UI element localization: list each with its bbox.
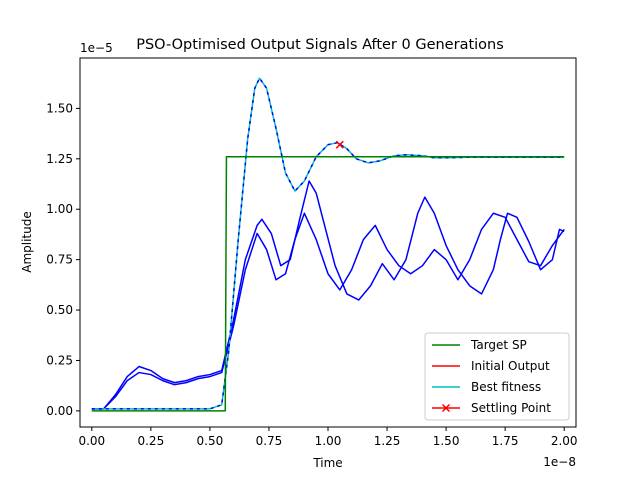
legend-label: Target SP	[470, 338, 527, 352]
legend-entry: Settling Point	[432, 401, 551, 415]
legend: Target SP Initial Output Best fitness Settl…	[424, 332, 570, 421]
x-tick-label: 1.00	[315, 434, 342, 448]
y-tick-label: 0.50	[46, 303, 73, 317]
x-axis-label: Time	[312, 456, 342, 470]
x-tick-label: 1.25	[374, 434, 401, 448]
y-axis-label: Amplitude	[20, 211, 34, 273]
series-line-best_fitness	[91, 77, 565, 410]
series-line-target_sp	[91, 156, 565, 412]
x-tick-label: 0.25	[137, 434, 164, 448]
legend-label: Initial Output	[471, 359, 550, 373]
y-tick-label: 0.75	[46, 253, 73, 267]
legend-entry: Target SP	[432, 338, 527, 352]
x-tick-label: 1.75	[492, 434, 519, 448]
x-offset-label: 1e−8	[543, 455, 576, 469]
series-line-blue_1	[91, 180, 565, 410]
settling-point-marker	[335, 140, 344, 149]
x-tick-label: 0.50	[197, 434, 224, 448]
settling-point-layer	[335, 140, 344, 149]
y-tick-label: 1.50	[46, 101, 73, 115]
series-layer	[91, 76, 565, 412]
y-axis-ticks: 0.00 0.25 0.50 0.75 1.00 1.25 1.50	[46, 101, 80, 418]
y-tick-label: 1.25	[46, 152, 73, 166]
chart-title: PSO-Optimised Output Signals After 0 Gen…	[136, 37, 504, 53]
x-tick-label: 0.75	[256, 434, 283, 448]
legend-label: Settling Point	[471, 401, 551, 415]
legend-box	[424, 332, 570, 421]
legend-label: Best fitness	[471, 380, 541, 394]
x-tick-label: 1.50	[433, 434, 460, 448]
legend-entry: Initial Output	[432, 359, 550, 373]
x-axis-ticks: 0.00 0.25 0.50 0.75 1.00 1.25 1.50 1.75 2.00	[78, 427, 578, 448]
x-tick-label: 0.00	[78, 434, 105, 448]
series-line-blue_2	[91, 212, 565, 410]
y-offset-label: 1e−5	[80, 41, 113, 55]
y-tick-label: 0.00	[46, 404, 73, 418]
y-tick-label: 1.00	[46, 202, 73, 216]
x-tick-label: 2.00	[551, 434, 578, 448]
y-tick-label: 0.25	[46, 353, 73, 367]
legend-entry: Best fitness	[432, 380, 541, 394]
